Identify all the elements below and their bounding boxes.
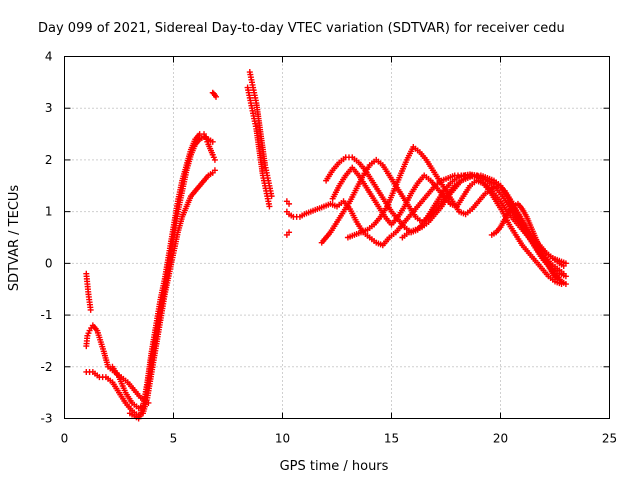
grid-lines	[64, 56, 610, 419]
series-arc-15	[344, 144, 567, 277]
y-tick-label: 2	[45, 153, 53, 167]
y-tick-label: -1	[41, 308, 53, 322]
data-point	[209, 138, 216, 145]
series-arc-17	[488, 200, 569, 288]
data-point	[286, 200, 293, 207]
y-tick-label: -2	[41, 360, 53, 374]
chart-title: Day 099 of 2021, Sidereal Day-to-day VTE…	[38, 21, 565, 36]
y-tick-label: 3	[45, 101, 53, 115]
x-tick-label: 20	[493, 432, 508, 446]
data-points	[83, 69, 569, 422]
data-point	[211, 156, 218, 163]
y-tick-label: 1	[45, 205, 53, 219]
x-tick-label: 25	[602, 432, 617, 446]
y-tick-label: 4	[45, 50, 53, 64]
data-point	[87, 306, 94, 313]
x-tick-label: 0	[61, 432, 69, 446]
series-arc-1	[83, 270, 94, 313]
plot-frame	[64, 56, 610, 419]
data-point	[211, 167, 218, 174]
series-arc-3	[83, 167, 218, 419]
y-tick-label: 0	[45, 256, 53, 270]
series-arc-5	[126, 131, 218, 422]
x-tick-label: 5	[170, 432, 178, 446]
series-arc-14	[329, 164, 565, 288]
data-point	[266, 203, 273, 210]
series-arc-4	[109, 133, 216, 412]
data-point	[562, 281, 569, 288]
data-point	[560, 270, 567, 277]
axis-ticks: 0 5 10 15 20 25 -3 -2 -1 0 1 2 3 4	[41, 50, 618, 446]
x-axis-label: GPS time / hours	[280, 459, 389, 474]
y-axis-label: SDTVAR / TECUs	[7, 185, 22, 292]
series-arc-2	[83, 322, 152, 406]
y-tick-label: -3	[41, 412, 53, 426]
series-arc-10	[283, 229, 293, 238]
data-point	[286, 229, 293, 236]
series-arc-8	[246, 69, 275, 200]
x-tick-label: 10	[275, 432, 290, 446]
x-tick-label: 15	[384, 432, 399, 446]
data-point	[562, 260, 569, 267]
data-point	[213, 93, 220, 100]
data-point	[268, 193, 275, 200]
series-arc-6	[209, 89, 220, 100]
series-arc-11	[283, 198, 293, 207]
